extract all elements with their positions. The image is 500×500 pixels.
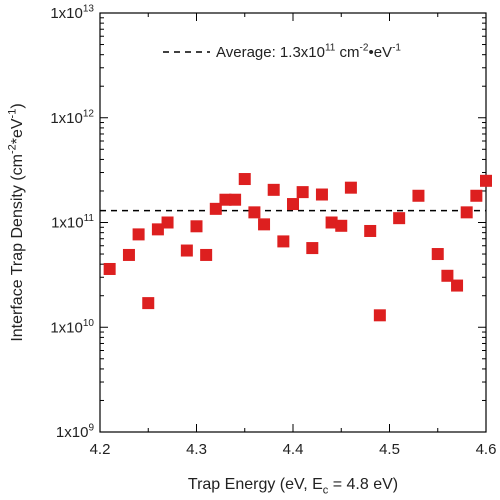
average-line-group: Average: 1.3x1011 cm-2•eV-1​ bbox=[100, 43, 486, 212]
x-tick-label: 4.3 bbox=[186, 441, 207, 458]
data-point bbox=[325, 216, 338, 229]
y-tick-label: 1x1011​ bbox=[51, 213, 94, 231]
data-point bbox=[344, 181, 357, 194]
data-point bbox=[122, 248, 135, 261]
data-point bbox=[480, 174, 492, 187]
axis-labels: Trap Energy (eV, Ec = 4.8 eV) Interface T… bbox=[6, 103, 398, 496]
y-tick-label: 1x1012​ bbox=[50, 108, 94, 126]
x-axis-label: Trap Energy (eV, Ec = 4.8 eV) bbox=[188, 476, 398, 496]
data-point bbox=[200, 248, 213, 261]
data-point bbox=[151, 223, 164, 236]
data-point bbox=[161, 216, 174, 229]
data-point bbox=[248, 206, 261, 219]
data-point bbox=[142, 297, 155, 310]
data-point bbox=[258, 218, 271, 231]
data-point bbox=[238, 173, 251, 186]
data-point bbox=[373, 309, 386, 322]
data-point bbox=[441, 269, 454, 282]
data-point bbox=[209, 202, 222, 215]
data-point bbox=[460, 206, 473, 219]
data-point bbox=[296, 186, 309, 199]
data-point bbox=[229, 193, 242, 206]
data-point bbox=[267, 183, 280, 196]
data-point bbox=[132, 228, 145, 241]
data-point bbox=[219, 193, 232, 206]
data-point bbox=[451, 279, 464, 292]
data-point bbox=[306, 242, 319, 255]
data-point bbox=[393, 212, 406, 225]
data-point bbox=[315, 188, 328, 201]
x-tick-label: 4.2 bbox=[90, 441, 111, 458]
y-tick-label: 1x1013​ bbox=[50, 4, 94, 22]
data-point bbox=[277, 235, 290, 248]
data-point bbox=[287, 198, 299, 211]
data-point bbox=[335, 219, 348, 232]
data-point bbox=[364, 224, 377, 237]
data-point bbox=[180, 244, 193, 257]
x-tick-label: 4.5 bbox=[379, 441, 400, 458]
legend-label: Average: 1.3x1011 cm-2•eV-1​ bbox=[216, 43, 401, 61]
data-point bbox=[470, 189, 483, 202]
data-point bbox=[103, 262, 116, 275]
plot-frame bbox=[99, 12, 487, 433]
data-point bbox=[431, 248, 444, 261]
data-point bbox=[190, 220, 203, 233]
x-tick-label: 4.4 bbox=[283, 441, 304, 458]
x-tick-label: 4.6 bbox=[476, 441, 497, 458]
y-tick-label: 1x109​ bbox=[56, 423, 95, 441]
data-point bbox=[412, 189, 425, 202]
axis-ticks: 4.2 4.3 4.4 4.5 4.6 1x109​ 1x1010​ 1x1011​ 1x101… bbox=[50, 4, 496, 458]
y-tick-label: 1x1010​ bbox=[50, 318, 94, 336]
data-points bbox=[103, 173, 492, 322]
y-axis-label: Interface Trap Density (cm-2*eV-1) bbox=[6, 103, 26, 341]
